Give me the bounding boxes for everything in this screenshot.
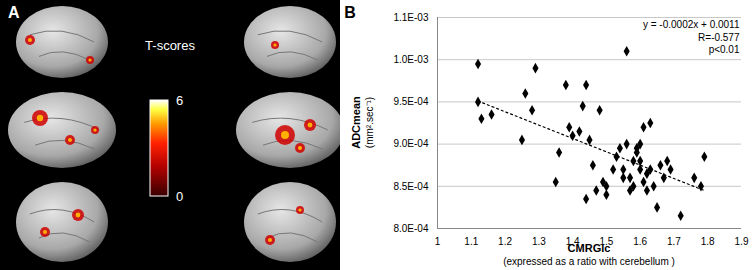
svg-text:y = -0.0002x + 0.0011R=-0.577p: y = -0.0002x + 0.0011R=-0.577p<0.01 bbox=[643, 19, 740, 55]
svg-text:0: 0 bbox=[176, 189, 183, 204]
svg-text:(mm².sec⁻¹): (mm².sec⁻¹) bbox=[364, 97, 375, 148]
svg-text:B: B bbox=[344, 4, 356, 21]
svg-text:ADCmean: ADCmean bbox=[350, 96, 362, 149]
svg-text:1.8: 1.8 bbox=[701, 236, 715, 247]
svg-text:9.0E-04: 9.0E-04 bbox=[393, 138, 428, 149]
svg-text:1.6: 1.6 bbox=[633, 236, 647, 247]
svg-text:1.0E-03: 1.0E-03 bbox=[393, 54, 428, 65]
svg-text:T-scores: T-scores bbox=[145, 38, 195, 53]
svg-text:A: A bbox=[8, 4, 20, 21]
svg-text:1.3: 1.3 bbox=[532, 236, 546, 247]
svg-text:1.2: 1.2 bbox=[498, 236, 512, 247]
svg-text:6: 6 bbox=[176, 93, 183, 108]
svg-text:8.0E-04: 8.0E-04 bbox=[393, 223, 428, 234]
svg-text:8.5E-04: 8.5E-04 bbox=[393, 181, 428, 192]
svg-text:CMRGlc: CMRGlc bbox=[568, 242, 611, 254]
svg-text:1: 1 bbox=[435, 236, 441, 247]
svg-text:9.5E-04: 9.5E-04 bbox=[393, 96, 428, 107]
svg-text:(expressed as a ratio with cer: (expressed as a ratio with cerebellum ) bbox=[503, 256, 675, 267]
svg-text:1.7: 1.7 bbox=[667, 236, 681, 247]
svg-text:1.1E-03: 1.1E-03 bbox=[393, 12, 428, 23]
svg-text:1.1: 1.1 bbox=[464, 236, 478, 247]
svg-text:1.9: 1.9 bbox=[735, 236, 749, 247]
